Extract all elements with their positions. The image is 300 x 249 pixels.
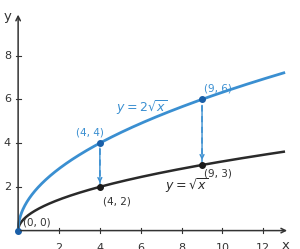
- Text: y: y: [4, 10, 12, 23]
- Text: 6: 6: [4, 94, 11, 104]
- Text: (0, 0): (0, 0): [23, 217, 51, 227]
- Text: 6: 6: [137, 243, 144, 249]
- Text: 2: 2: [56, 243, 63, 249]
- Text: x: x: [282, 239, 290, 249]
- Text: 8: 8: [4, 51, 11, 61]
- Text: 2: 2: [4, 182, 11, 192]
- Text: 8: 8: [178, 243, 185, 249]
- Text: 4: 4: [4, 138, 11, 148]
- Text: 12: 12: [256, 243, 270, 249]
- Text: (9, 6): (9, 6): [204, 84, 232, 94]
- Text: (9, 3): (9, 3): [204, 168, 232, 178]
- Text: 4: 4: [96, 243, 103, 249]
- Text: 10: 10: [215, 243, 230, 249]
- Text: $y = \sqrt{x}$: $y = \sqrt{x}$: [165, 176, 209, 195]
- Text: (4, 4): (4, 4): [76, 128, 104, 138]
- Text: (4, 2): (4, 2): [103, 197, 131, 207]
- Text: $y = 2\sqrt{x}$: $y = 2\sqrt{x}$: [116, 99, 168, 118]
